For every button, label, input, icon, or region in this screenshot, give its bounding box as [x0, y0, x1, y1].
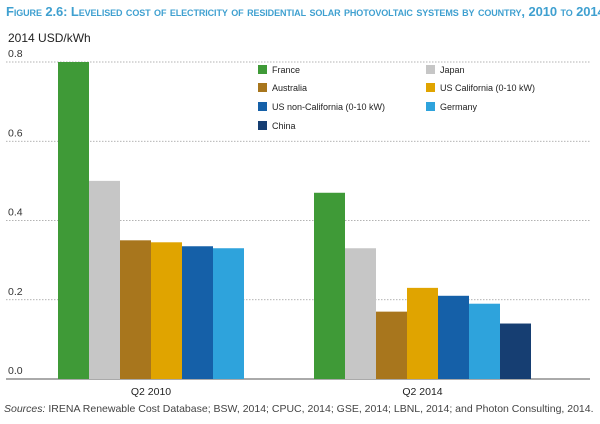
legend-label: Germany: [440, 102, 478, 112]
source-note: Sources: IRENA Renewable Cost Database; …: [4, 403, 594, 415]
legend-swatch: [258, 83, 267, 92]
figure-title: Figure 2.6: Levelised cost of electricit…: [6, 4, 600, 19]
bar-germany-q2-2010: [213, 248, 244, 379]
legend-label: Japan: [440, 65, 465, 75]
bar-australia-q2-2010: [120, 240, 151, 379]
y-axis-label: 2014 USD/kWh: [8, 31, 91, 45]
bar-us-non-california-0-10-kw--q2-2010: [182, 246, 213, 379]
y-tick-labels: 0.0 0.2 0.4 0.6 0.8: [8, 48, 23, 377]
legend-label: US California (0-10 kW): [440, 83, 535, 93]
bar-germany-q2-2014: [469, 303, 500, 379]
bar-us-california-0-10-kw--q2-2014: [407, 287, 438, 379]
legend-swatch: [426, 83, 435, 92]
legend-label: China: [272, 121, 296, 131]
legend-swatch: [426, 65, 435, 74]
category-label: Q2 2010: [131, 386, 171, 398]
category-labels: Q2 2010 Q2 2014: [131, 386, 443, 398]
legend-label: France: [272, 65, 300, 75]
y-tick-label: 0.6: [8, 127, 23, 139]
bar-china-q2-2014: [500, 323, 531, 379]
legend-label: Australia: [272, 83, 307, 93]
bar-us-california-0-10-kw--q2-2010: [151, 242, 182, 379]
legend-swatch: [258, 102, 267, 111]
y-tick-label: 0.8: [8, 48, 23, 60]
bar-france-q2-2010: [58, 62, 89, 379]
y-tick-label: 0.2: [8, 286, 23, 298]
y-tick-label: 0.4: [8, 207, 23, 219]
bar-japan-q2-2014: [345, 248, 376, 379]
bar-australia-q2-2014: [376, 311, 407, 379]
bar-france-q2-2014: [314, 192, 345, 379]
source-text: IRENA Renewable Cost Database; BSW, 2014…: [45, 403, 594, 415]
bars: [58, 62, 531, 379]
legend: France Japan Australia US California (0-10 …: [258, 65, 535, 131]
source-prefix: Sources:: [4, 403, 46, 415]
legend-swatch: [258, 65, 267, 74]
legend-label: US non-California (0-10 kW): [272, 102, 385, 112]
legend-swatch: [258, 121, 267, 130]
legend-swatch: [426, 102, 435, 111]
y-tick-label: 0.0: [8, 365, 23, 377]
bar-us-non-california-0-10-kw--q2-2014: [438, 295, 469, 379]
bar-japan-q2-2010: [89, 180, 120, 379]
category-label: Q2 2014: [402, 386, 442, 398]
